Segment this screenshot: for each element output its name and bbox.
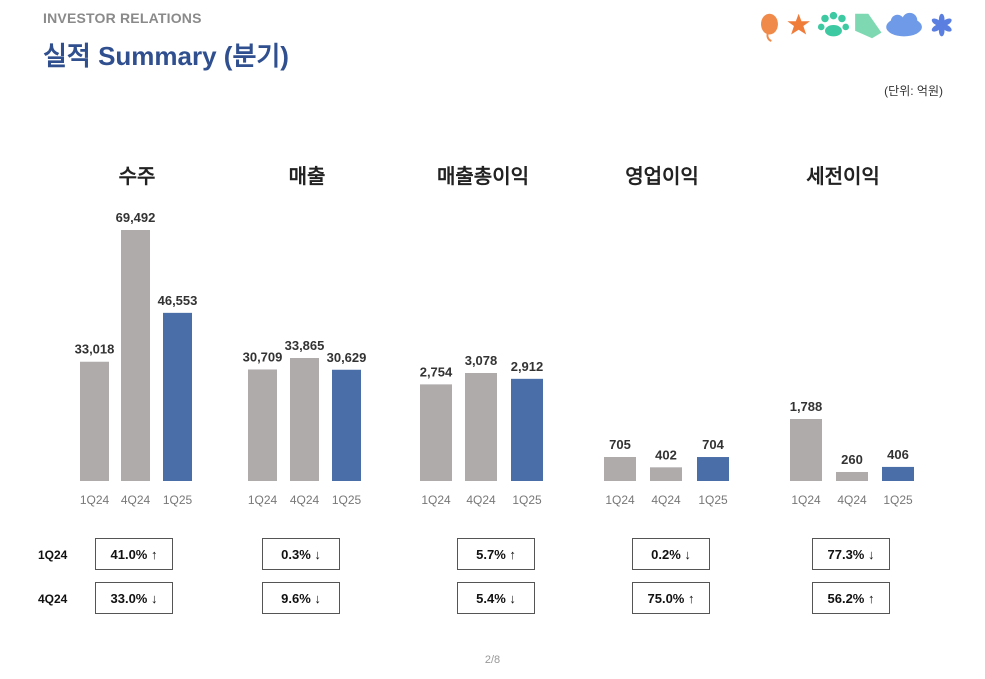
bar-operating-profit-4q24 (650, 467, 682, 481)
data-label-orders-4q24: 69,492 (116, 210, 156, 225)
data-label-operating-profit-1q24: 705 (609, 437, 631, 452)
bar-sales-4q24 (290, 358, 319, 481)
tick-label-sales-4q24: 4Q24 (290, 493, 320, 507)
data-label-sales-1q24: 30,709 (243, 349, 283, 364)
change-box-operating-profit-4q24: 75.0% ↑ (632, 582, 710, 614)
bar-orders-1q25 (163, 312, 192, 481)
page-number: 2/8 (484, 654, 501, 666)
bar-sales-1q24 (248, 369, 277, 481)
orange-star-icon (787, 13, 810, 35)
bar-pretax-profit-1q25 (882, 466, 914, 481)
tick-label-pretax-profit-1q25: 1Q25 (883, 493, 913, 507)
tick-label-gross-profit-4q24: 4Q24 (466, 493, 496, 507)
green-flag-icon (855, 13, 882, 39)
data-label-pretax-profit-1q24: 1,788 (790, 399, 823, 414)
tick-label-operating-profit-1q24: 1Q24 (605, 493, 635, 507)
tick-label-sales-1q25: 1Q25 (332, 493, 362, 507)
bar-operating-profit-1q24 (604, 457, 636, 481)
change-box-operating-profit-1q24: 0.2% ↓ (632, 538, 710, 570)
data-label-gross-profit-1q25: 2,912 (511, 359, 544, 374)
change-box-pretax-profit-1q24: 77.3% ↓ (812, 538, 890, 570)
data-label-orders-1q25: 46,553 (158, 293, 198, 308)
bar-gross-profit-4q24 (465, 373, 497, 481)
data-label-gross-profit-4q24: 3,078 (465, 353, 498, 368)
chart-title-operating-profit: 영업이익 (625, 165, 699, 188)
page-title: 실적 Summary (분기) (43, 41, 289, 71)
data-label-operating-profit-1q25: 704 (702, 437, 724, 452)
change-box-sales-4q24: 9.6% ↓ (262, 582, 340, 614)
bar-pretax-profit-4q24 (836, 471, 868, 481)
data-label-orders-1q24: 33,018 (75, 342, 115, 357)
data-label-pretax-profit-4q24: 260 (841, 452, 863, 467)
chart-title-orders: 수주 (119, 165, 156, 188)
section-label: INVESTOR RELATIONS (43, 10, 202, 26)
tick-label-sales-1q24: 1Q24 (248, 493, 278, 507)
change-box-orders-4q24: 33.0% ↓ (95, 582, 173, 614)
tick-label-orders-4q24: 4Q24 (121, 493, 151, 507)
bar-orders-1q24 (80, 361, 109, 481)
tick-label-pretax-profit-1q24: 1Q24 (791, 493, 821, 507)
row-label-1q24: 1Q24 (38, 548, 68, 562)
blue-flower-icon (931, 13, 952, 37)
bar-sales-1q25 (332, 369, 361, 481)
tick-label-pretax-profit-4q24: 4Q24 (837, 493, 867, 507)
data-label-gross-profit-1q24: 2,754 (420, 364, 453, 379)
data-label-sales-4q24: 33,865 (285, 338, 325, 353)
bar-gross-profit-1q25 (511, 378, 543, 481)
bar-orders-4q24 (121, 230, 150, 481)
bar-gross-profit-1q24 (420, 384, 452, 481)
data-label-operating-profit-4q24: 402 (655, 447, 677, 462)
chart-title-sales: 매출 (289, 165, 326, 188)
tick-label-operating-profit-1q25: 1Q25 (698, 493, 728, 507)
change-box-orders-1q24: 41.0% ↑ (95, 538, 173, 570)
change-box-gross-profit-1q24: 5.7% ↑ (457, 538, 535, 570)
bar-operating-profit-1q25 (697, 457, 729, 481)
unit-label: (단위: 억원) (884, 84, 943, 98)
data-label-sales-1q25: 30,629 (327, 350, 367, 365)
orange-balloon-icon (761, 13, 778, 42)
change-box-gross-profit-4q24: 5.4% ↓ (457, 582, 535, 614)
brand-icons (761, 11, 952, 42)
blue-cloud-icon (886, 12, 922, 37)
tick-label-operating-profit-4q24: 4Q24 (651, 493, 681, 507)
change-box-sales-1q24: 0.3% ↓ (262, 538, 340, 570)
chart-title-pretax-profit: 세전이익 (806, 165, 880, 188)
green-paw-icon (817, 11, 849, 37)
chart-title-gross-profit: 매출총이익 (437, 165, 529, 188)
tick-label-orders-1q25: 1Q25 (163, 493, 193, 507)
change-box-pretax-profit-4q24: 56.2% ↑ (812, 582, 890, 614)
data-label-pretax-profit-1q25: 406 (887, 447, 909, 462)
bar-pretax-profit-1q24 (790, 419, 822, 481)
row-label-4q24: 4Q24 (38, 592, 68, 606)
tick-label-gross-profit-1q25: 1Q25 (512, 493, 542, 507)
tick-label-orders-1q24: 1Q24 (80, 493, 110, 507)
tick-label-gross-profit-1q24: 1Q24 (421, 493, 451, 507)
